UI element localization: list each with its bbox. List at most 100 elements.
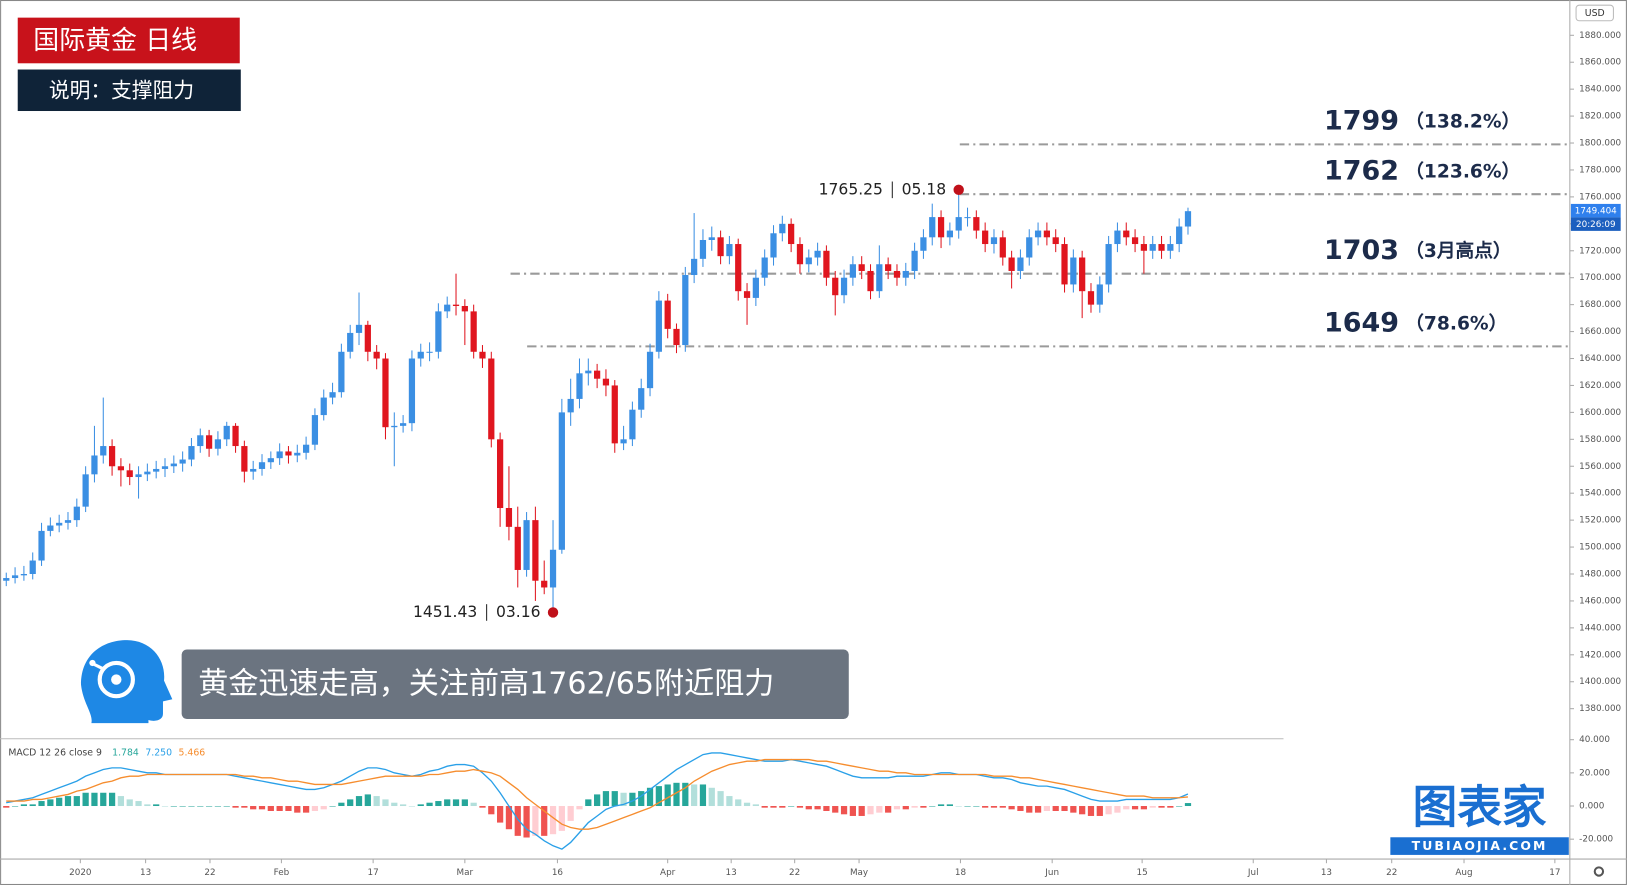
logo-url-box (1390, 837, 1569, 855)
candle-body (179, 459, 186, 464)
macd-histogram-bar (708, 787, 715, 807)
candle-body (197, 435, 204, 447)
macd-histogram-bar (867, 806, 874, 815)
candle-body (752, 277, 759, 298)
macd-histogram-bar (743, 802, 751, 807)
candle-body (258, 462, 266, 469)
candle-body (911, 250, 918, 271)
level-note: （78.6%） (1405, 312, 1507, 334)
candle-body (188, 446, 195, 460)
candle-body (479, 351, 486, 359)
macd-histogram-bar (1140, 806, 1148, 810)
candle-body (796, 244, 804, 265)
x-tick-label: 15 (1137, 868, 1148, 878)
candle-body (241, 446, 248, 472)
candle-body (232, 425, 239, 447)
candle-body (514, 526, 521, 570)
y-tick-label: 1500.000 (1579, 543, 1621, 553)
candle-body (1026, 237, 1033, 258)
macd-histogram-bar (1061, 806, 1068, 811)
level-note: （3月高点） (1405, 239, 1511, 261)
candle-body (338, 351, 345, 393)
currency: USD (1585, 8, 1605, 19)
extreme-date: 03.16 (496, 603, 541, 621)
y-tick-label: 1520.000 (1579, 516, 1621, 526)
candle-body (867, 270, 874, 292)
macd-histogram-bar (135, 801, 142, 807)
macd-histogram-bar (426, 802, 433, 807)
macd-histogram-bar (814, 806, 821, 810)
candle-body (770, 233, 777, 258)
y-tick-label: 1600.000 (1579, 408, 1621, 418)
macd-histogram-bar (64, 796, 72, 807)
x-tick-label: 13 (140, 868, 151, 878)
macd-histogram-bar (832, 806, 839, 813)
subtitle: 说明：支撑阻力 (49, 78, 194, 102)
last-price: 1749.404 (1575, 207, 1617, 217)
macd-histogram-bar (399, 804, 407, 807)
candle-body (585, 370, 592, 374)
macd-histogram-bar (955, 806, 962, 807)
candle-body (990, 237, 998, 245)
x-tick-label: 22 (1386, 868, 1397, 878)
candle-body (973, 217, 980, 231)
macd-histogram-bar (444, 799, 451, 807)
macd-histogram-bar (946, 804, 953, 807)
candle-body (717, 237, 724, 257)
macd-histogram-bar (514, 806, 521, 836)
candle-body (373, 351, 380, 359)
x-tick-label: 16 (552, 868, 564, 878)
macd-histogram-bar (911, 806, 918, 808)
macd-histogram-bar (1131, 806, 1139, 810)
candle-body (488, 358, 495, 440)
settings-icon[interactable] (1593, 866, 1605, 877)
candle-body (682, 275, 689, 346)
candle-body (1043, 230, 1051, 238)
macd-histogram-bar (1176, 806, 1183, 807)
candle-body (285, 451, 292, 456)
x-tick-label: Jun (1044, 868, 1059, 878)
macd-histogram-bar (982, 806, 989, 808)
candle-body (1131, 237, 1139, 245)
candle-body (135, 474, 142, 478)
candle-body (532, 520, 539, 581)
macd-histogram-bar (1052, 806, 1059, 811)
candle-body (840, 277, 848, 296)
candle-body (47, 525, 54, 531)
macd-histogram-bar (717, 791, 724, 807)
macd-histogram-bar (629, 792, 636, 807)
x-tick-label: 22 (789, 868, 800, 878)
extreme-point (547, 607, 559, 618)
candle-body (170, 463, 177, 467)
candle-body (761, 257, 768, 278)
level-label: 1762 （123.6%） (1324, 155, 1520, 186)
candle-body (1070, 257, 1077, 285)
candle-body (64, 520, 72, 523)
macd-readout: 7.250 (145, 748, 172, 759)
candle-body (320, 397, 327, 416)
candle-body (391, 425, 398, 428)
macd-histogram-bar (849, 806, 856, 816)
candle-body (788, 223, 795, 245)
candle-body (929, 217, 936, 238)
candle-body (29, 560, 36, 574)
macd-histogram-bar (620, 792, 627, 807)
y-tick-label: 1700.000 (1579, 273, 1621, 283)
macd-histogram-bar (1079, 806, 1086, 815)
candle-body (699, 239, 707, 259)
macd-histogram-bar (285, 806, 292, 811)
macd-histogram-bar (505, 806, 513, 830)
candle-body (267, 458, 274, 463)
macd-histogram-bar (602, 791, 610, 807)
logo-url: TUBIAOJIA.COM (1412, 838, 1548, 853)
last-time: 20:26:09 (1576, 220, 1616, 230)
x-tick-label: 13 (1321, 868, 1332, 878)
logo-name: 图表家 (1413, 781, 1547, 833)
macd-histogram-bar (920, 806, 927, 808)
macd-histogram-bar (320, 806, 327, 810)
macd-histogram-bar (38, 801, 45, 807)
candle-body (1158, 244, 1165, 251)
candle-body (937, 217, 945, 238)
macd-histogram-bar (999, 806, 1006, 808)
